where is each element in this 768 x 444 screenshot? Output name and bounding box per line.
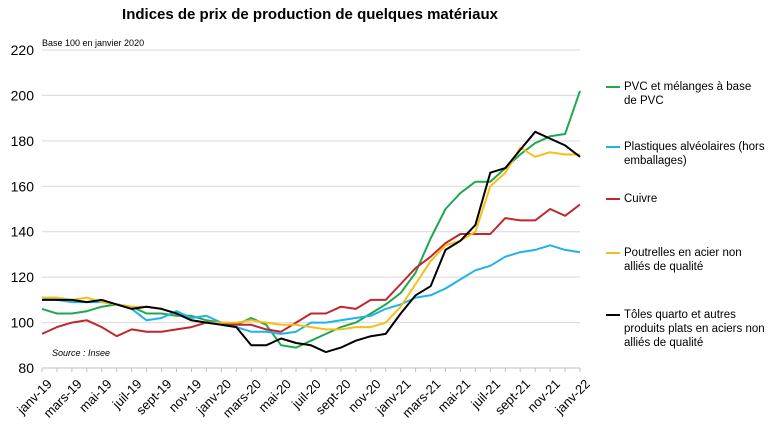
y-tick-label: 200	[11, 87, 35, 103]
y-axis: 80 100 120 140 160 180 200 220	[11, 42, 35, 376]
legend-label: Plastiques alvéolaires (hors emballages)	[624, 141, 765, 167]
y-tick-label: 220	[11, 42, 35, 58]
legend-swatch	[606, 314, 620, 316]
legend-swatch	[606, 86, 620, 88]
y-tick-label: 80	[18, 360, 34, 376]
y-tick-label: 120	[11, 269, 35, 285]
series-lines	[41, 90, 581, 354]
chart-title: Indices de prix de production de quelque…	[122, 6, 498, 23]
x-axis: janv-19mars-19mai-19juil-19sept-19nov-19…	[13, 367, 593, 421]
source-note: Source : Insee	[52, 348, 110, 358]
x-tick-label: mai-19	[76, 376, 115, 415]
y-tick-label: 100	[11, 315, 35, 331]
y-tick-label: 140	[11, 224, 35, 240]
series-line-0	[41, 90, 581, 349]
x-tick-label: mai-21	[435, 376, 474, 415]
gridlines	[42, 49, 580, 324]
legend-label: Cuivre	[624, 193, 658, 205]
legend-label: Poutrelles en acier non alliés de qualit…	[624, 247, 742, 273]
series-line-2	[41, 203, 581, 338]
y-tick-label: 180	[11, 133, 35, 149]
legend-swatch	[606, 198, 620, 200]
legend-swatch	[606, 252, 620, 254]
legend-label: Tôles quarto et autres produits plats en…	[624, 309, 765, 349]
x-tick-label: mai-20	[255, 376, 294, 415]
y-tick-label: 160	[11, 178, 35, 194]
series-line-4	[42, 130, 581, 354]
legend-swatch	[606, 146, 620, 148]
series-line-3	[42, 146, 580, 331]
legend-label: PVC et mélanges à base de PVC	[624, 81, 752, 107]
chart-subtitle: Base 100 en janvier 2020	[42, 38, 144, 48]
series-line-1	[41, 244, 581, 335]
